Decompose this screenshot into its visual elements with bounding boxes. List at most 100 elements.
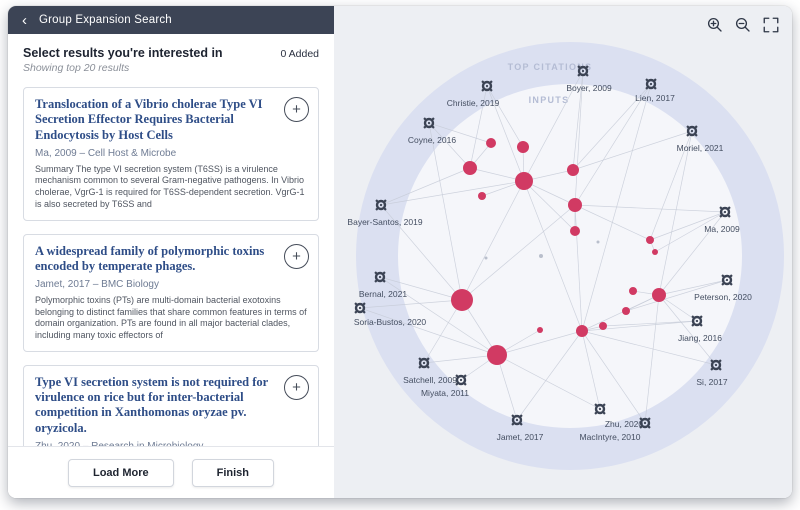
paper-dot[interactable] [646,236,654,244]
target-icon-tick [382,279,386,283]
target-icon-tick [653,78,657,82]
results-panel: ‹ Group Expansion Search Select results … [8,6,334,498]
fullscreen-button[interactable] [762,16,780,37]
edge-line [486,85,524,148]
edge-line [496,354,601,410]
zoom-in-button[interactable] [706,16,724,37]
target-icon-tick [374,271,378,275]
paper-dot[interactable] [478,192,486,200]
target-icon-center [485,84,489,88]
load-more-button[interactable]: Load More [67,458,174,487]
target-icon-tick [727,214,731,218]
graph-node[interactable]: Zhu, 2020 [594,403,643,429]
target-icon-center [379,203,383,207]
graph-node[interactable]: Bayer-Santos, 2019 [347,199,423,227]
graph-node[interactable]: Coyne, 2016 [408,117,456,145]
paper-dot[interactable] [515,172,533,190]
target-icon-tick [594,403,598,407]
add-result-button[interactable]: + [284,243,309,269]
graph-node[interactable]: Miyata, 2011 [421,374,469,398]
paper-dot[interactable] [537,327,543,333]
paper-dot[interactable] [652,288,666,302]
graph-node[interactable]: Lien, 2017 [635,78,675,103]
edge-line [581,330,601,410]
graph-node[interactable]: Si, 2017 [696,359,728,387]
target-icon [686,125,698,137]
graph-node[interactable]: MacIntyre, 2010 [580,417,651,442]
target-icon-tick [374,279,378,283]
edge-line [423,299,463,364]
add-result-button[interactable]: + [284,97,309,122]
target-icon [455,374,467,386]
paper-dot[interactable] [487,345,507,365]
panel-header: ‹ Group Expansion Search [8,6,334,34]
edge-line [572,83,652,171]
edge-line [496,354,518,421]
paper-dot[interactable] [517,141,529,153]
target-icon-tick [718,359,722,363]
citation-graph[interactable]: TOP CITATIONS INPUTS Christie, 2019 Boyer, … [334,6,792,498]
target-icon-tick [647,417,651,421]
finish-button[interactable]: Finish [191,458,274,487]
result-card[interactable]: Type VI secretion system is not required… [23,364,319,446]
edge-line [380,204,463,301]
paper-dot[interactable] [576,325,588,337]
paper-dot[interactable] [652,249,658,255]
graph-node[interactable]: Jamet, 2017 [497,414,544,442]
paper-dot[interactable] [629,287,637,295]
graph-node[interactable]: Christie, 2019 [447,80,500,108]
target-icon-tick [727,206,731,210]
paper-dot[interactable] [463,161,477,175]
graph-node[interactable]: Moriel, 2021 [677,125,724,153]
edge-line [428,122,463,301]
target-icon-tick [691,315,695,319]
target-icon-center [725,278,729,282]
result-card[interactable]: Translocation of a Vibrio cholerae Type … [23,87,319,221]
target-icon-tick [489,88,493,92]
target-icon [639,417,651,429]
target-icon-tick [699,323,703,327]
graph-node[interactable]: Jiang, 2016 [678,315,722,343]
target-icon-tick [585,73,589,77]
target-icon [354,302,366,314]
paper-dot[interactable] [599,322,607,330]
target-icon-tick [653,86,657,90]
target-icon-tick [383,207,387,211]
target-icon-tick [463,382,467,386]
edge-line [658,294,717,366]
graph-node[interactable]: Ma, 2009 [704,206,740,234]
graph-node[interactable]: Soria-Bustos, 2020 [354,302,427,327]
target-icon-tick [418,357,422,361]
plus-icon: + [292,378,301,396]
edge-line [380,167,471,206]
paper-dot[interactable] [622,307,630,315]
target-icon-center [695,319,699,323]
target-icon-tick [577,65,581,69]
target-icon-tick [362,310,366,314]
zoom-out-button[interactable] [734,16,752,37]
target-icon-center [378,275,382,279]
target-icon-center [459,378,463,382]
graph-node[interactable]: Peterson, 2020 [694,274,752,302]
paper-dot[interactable] [451,289,473,311]
edge-line [572,130,693,171]
graph-node-label: Bernal, 2021 [359,289,407,299]
result-card[interactable]: A widespread family of polymorphic toxin… [23,233,319,352]
target-icon [719,206,731,218]
graph-node[interactable]: Boyer, 2009 [566,65,612,93]
edge-line [574,204,583,332]
paper-dot[interactable] [567,164,579,176]
graph-node[interactable]: Satchell, 2009 [403,357,457,385]
paper-dot[interactable] [570,226,580,236]
edge-line [380,180,525,206]
edge-line [486,85,525,182]
target-icon-tick [375,199,379,203]
paper-dot[interactable] [568,198,582,212]
back-button[interactable]: ‹ [20,13,29,28]
paper-dot[interactable] [486,138,496,148]
edge-line [649,130,693,241]
graph-node-label: Coyne, 2016 [408,135,456,145]
graph-panel: TOP CITATIONS INPUTS Christie, 2019 Boyer, … [334,6,792,498]
graph-node[interactable]: Bernal, 2021 [359,271,407,299]
add-result-button[interactable]: + [284,374,309,400]
